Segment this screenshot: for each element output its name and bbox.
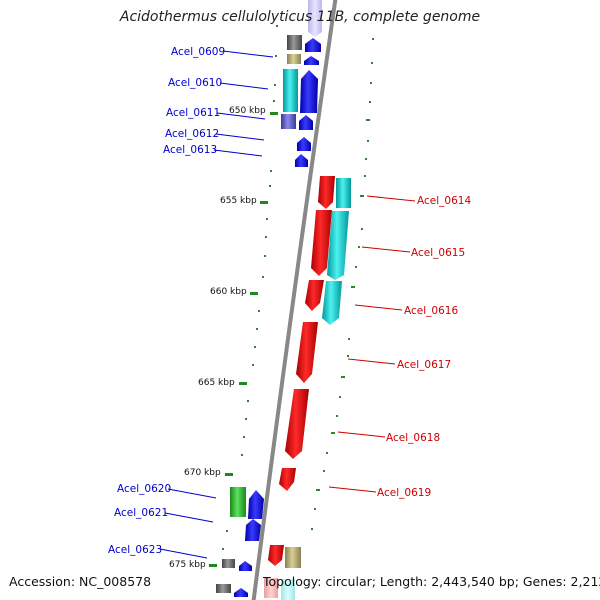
forward-strand-features xyxy=(216,0,322,597)
reverse-strand-features xyxy=(264,176,351,600)
gene-box[interactable] xyxy=(281,579,295,600)
gene-arrow[interactable] xyxy=(305,280,324,311)
gene-arrow[interactable] xyxy=(239,561,252,571)
gene-label-acel-0610[interactable]: Acel_0610 xyxy=(168,77,222,89)
gene-box[interactable] xyxy=(287,54,301,64)
gene-box[interactable] xyxy=(222,559,235,568)
tick-label-675: 675 kbp xyxy=(169,560,206,570)
gene-arrow[interactable] xyxy=(234,588,248,597)
reverse-gene-labels: Acel_0614 Acel_0615 Acel_0616 Acel_0617 … xyxy=(328,195,471,499)
inner-tick-ruler xyxy=(222,25,278,550)
gene-box[interactable] xyxy=(216,584,231,593)
tick-label-655: 655 kbp xyxy=(220,196,257,206)
gene-arrow[interactable] xyxy=(279,468,296,491)
gene-label-acel-0623[interactable]: Acel_0623 xyxy=(108,544,162,556)
gene-arrow[interactable] xyxy=(308,0,322,37)
gene-box[interactable] xyxy=(264,578,278,598)
gene-label-acel-0612[interactable]: Acel_0612 xyxy=(165,128,219,140)
map-title: Acidothermus cellulolyticus 11B, complet… xyxy=(119,9,481,25)
gene-label-acel-0609[interactable]: Acel_0609 xyxy=(171,46,225,58)
tick-label-650: 650 kbp xyxy=(229,106,266,116)
gene-arrow[interactable] xyxy=(248,490,264,519)
genome-backbone xyxy=(251,0,338,600)
gene-arrow[interactable] xyxy=(311,210,332,276)
gene-label-acel-0619[interactable]: Acel_0619 xyxy=(377,487,431,499)
gene-box[interactable] xyxy=(230,487,246,517)
forward-gene-labels: Acel_0609 Acel_0610 Acel_0611 Acel_0612 … xyxy=(108,46,274,559)
tick-label-660: 660 kbp xyxy=(210,287,247,297)
gene-arrow[interactable] xyxy=(299,115,313,130)
outer-tick-ruler xyxy=(311,12,375,530)
gene-box[interactable] xyxy=(336,178,351,208)
topology-text: Topology: circular; Length: 2,443,540 bp… xyxy=(263,574,600,589)
gene-arrow[interactable] xyxy=(285,389,309,459)
gene-label-acel-0613[interactable]: Acel_0613 xyxy=(163,144,217,156)
gene-arrow[interactable] xyxy=(322,281,342,325)
tick-label-665: 665 kbp xyxy=(198,378,235,388)
gene-arrow[interactable] xyxy=(304,56,319,65)
gene-arrow[interactable] xyxy=(318,176,335,209)
gene-label-acel-0617[interactable]: Acel_0617 xyxy=(397,359,451,371)
gene-arrow[interactable] xyxy=(245,519,261,541)
gene-label-acel-0614[interactable]: Acel_0614 xyxy=(417,195,471,207)
gene-label-acel-0620[interactable]: Acel_0620 xyxy=(117,483,171,495)
gene-box[interactable] xyxy=(283,69,298,112)
gene-arrow[interactable] xyxy=(268,545,284,566)
gene-arrow[interactable] xyxy=(296,322,318,383)
gene-arrow[interactable] xyxy=(300,70,318,113)
gene-label-acel-0618[interactable]: Acel_0618 xyxy=(386,432,440,444)
gene-arrow[interactable] xyxy=(295,154,308,167)
kbp-major-ticks xyxy=(209,112,278,567)
gene-label-acel-0615[interactable]: Acel_0615 xyxy=(411,247,465,259)
gene-label-acel-0616[interactable]: Acel_0616 xyxy=(404,305,458,317)
gene-box[interactable] xyxy=(285,547,301,568)
gene-label-acel-0621[interactable]: Acel_0621 xyxy=(114,507,168,519)
gene-label-acel-0611[interactable]: Acel_0611 xyxy=(166,107,220,119)
gene-arrow[interactable] xyxy=(297,137,311,151)
gene-box[interactable] xyxy=(287,35,302,50)
accession-text: Accession: NC_008578 xyxy=(9,574,152,589)
tick-label-670: 670 kbp xyxy=(184,468,221,478)
gene-arrow[interactable] xyxy=(305,38,321,52)
gene-box[interactable] xyxy=(281,114,296,129)
gene-arrow[interactable] xyxy=(327,211,349,280)
